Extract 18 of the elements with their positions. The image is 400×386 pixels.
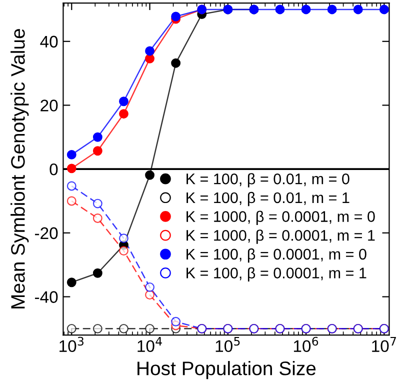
legend-label: K = 1000, β = 0.0001, m = 0 bbox=[186, 210, 375, 225]
x-tick-label: 10$^{7}$ bbox=[372, 336, 396, 352]
legend-label: K = 1000, β = 0.0001, m = 1 bbox=[186, 230, 375, 244]
y-tick-label: -40 bbox=[34, 291, 58, 303]
x-axis-title: Host Population Size bbox=[138, 361, 316, 380]
legend-label: K = 100, β = 0.01, m = 0 bbox=[186, 173, 350, 188]
legend-label: K = 100, β = 0.01, m = 1 bbox=[186, 192, 350, 206]
y-tick-label: 40 bbox=[40, 36, 58, 48]
legend-label: K = 100, β = 0.0001, m = 0 bbox=[186, 248, 366, 263]
x-tick-label: 10$^{4}$ bbox=[138, 336, 162, 352]
y-tick-label: -20 bbox=[34, 227, 58, 240]
x-tick-label: 10$^{6}$ bbox=[294, 336, 318, 352]
y-tick-label: 20 bbox=[40, 100, 58, 112]
x-tick-label: 10$^{3}$ bbox=[60, 336, 84, 352]
y-axis-title: Mean Symbiont Genotypic Value bbox=[10, 29, 29, 308]
y-tick-label: 0 bbox=[50, 163, 58, 176]
legend-label: K = 100, β = 0.0001, m = 1 bbox=[186, 267, 366, 282]
x-tick-label: 10$^{5}$ bbox=[216, 336, 240, 352]
